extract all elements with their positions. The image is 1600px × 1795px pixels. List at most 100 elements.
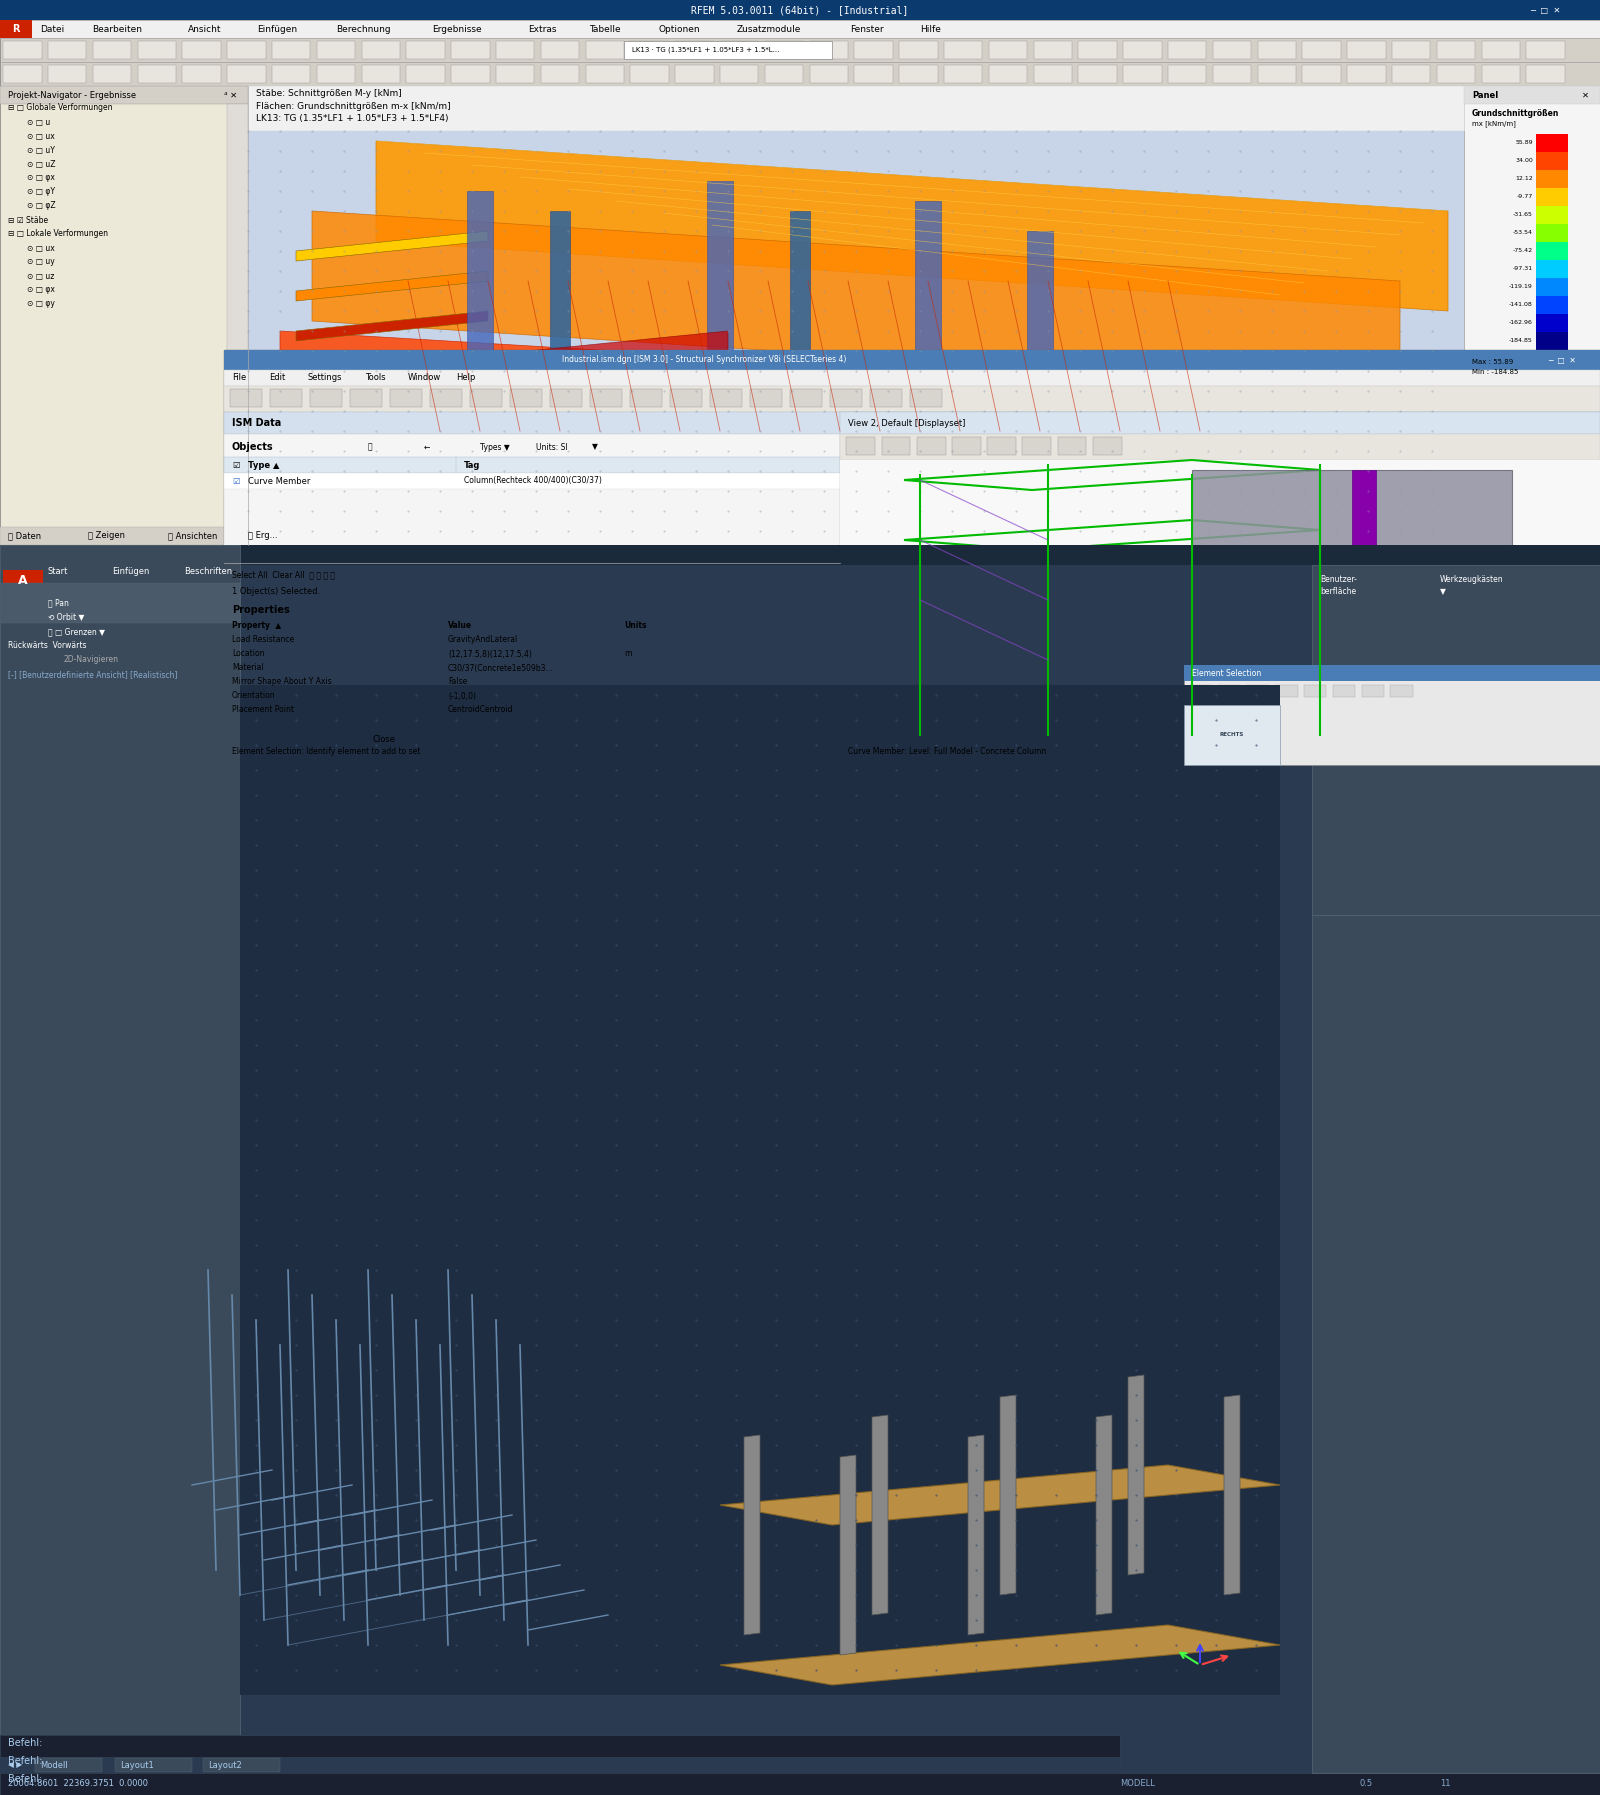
Bar	[840, 413, 1600, 434]
Text: Hilfe: Hilfe	[920, 25, 941, 34]
Text: LK13 · TG (1.35*LF1 + 1.05*LF3 + 1.5*L...: LK13 · TG (1.35*LF1 + 1.05*LF3 + 1.5*L..…	[632, 47, 779, 54]
Bar	[1482, 41, 1520, 59]
Bar	[1168, 65, 1206, 83]
Bar	[1437, 65, 1475, 83]
Polygon shape	[968, 1434, 984, 1635]
Bar	[224, 741, 1600, 759]
Bar	[35, 1757, 102, 1772]
Bar	[1058, 436, 1086, 454]
Bar	[470, 390, 502, 407]
Text: LK13: TG (1.35*LF1 + 1.05*LF3 + 1.5*LF4): LK13: TG (1.35*LF1 + 1.05*LF3 + 1.5*LF4)	[256, 115, 448, 124]
Bar	[451, 65, 490, 83]
Text: Werkzeugkästen: Werkzeugkästen	[1440, 576, 1504, 585]
Text: 20064.8601  22369.3751  0.0000: 20064.8601 22369.3751 0.0000	[8, 1779, 147, 1788]
Text: ⊙ □ uY: ⊙ □ uY	[27, 145, 54, 154]
Bar	[93, 65, 131, 83]
Text: ⟲ Orbit ▼: ⟲ Orbit ▼	[48, 612, 85, 621]
Bar	[182, 65, 221, 83]
Bar	[317, 65, 355, 83]
Text: Bearbeiten: Bearbeiten	[93, 25, 142, 34]
Text: Ansicht: Ansicht	[189, 25, 221, 34]
Polygon shape	[296, 311, 488, 341]
Bar	[1312, 565, 1600, 915]
Bar	[0, 528, 1600, 546]
Bar	[675, 65, 714, 83]
Polygon shape	[296, 271, 488, 302]
Bar	[1536, 296, 1568, 314]
Text: ⊙ □ φY: ⊙ □ φY	[27, 187, 54, 196]
Text: ☑: ☑	[232, 461, 240, 470]
Text: 34.00: 34.00	[1515, 158, 1533, 163]
Text: Curve Member: Level: Full Model - Concrete Column: Curve Member: Level: Full Model - Concre…	[848, 747, 1046, 756]
Bar	[765, 41, 803, 59]
Bar	[810, 41, 848, 59]
Bar	[1258, 65, 1296, 83]
Text: 📋 Ansichten: 📋 Ansichten	[168, 531, 218, 540]
Bar	[1464, 86, 1600, 104]
Bar	[854, 65, 893, 83]
Text: Flächen: Grundschnittgrößen m-x [kNm/m]: Flächen: Grundschnittgrößen m-x [kNm/m]	[256, 102, 451, 111]
Bar	[1189, 686, 1211, 696]
Bar	[224, 646, 840, 661]
Bar	[987, 436, 1016, 454]
Text: Select All  Clear All  🔼 🔽 📋 🔧: Select All Clear All 🔼 🔽 📋 🔧	[232, 571, 334, 580]
Text: (-1,0,0): (-1,0,0)	[448, 691, 477, 700]
Bar	[272, 41, 310, 59]
Text: ←: ←	[424, 443, 430, 452]
Bar	[707, 181, 733, 535]
Text: 55.89: 55.89	[1515, 140, 1533, 145]
Bar	[1464, 86, 1600, 546]
Bar	[138, 41, 176, 59]
Text: ─  □  ✕: ─ □ ✕	[1530, 5, 1560, 14]
Text: Edit: Edit	[269, 373, 285, 382]
Text: ◀ ▶: ◀ ▶	[8, 1761, 22, 1770]
Text: ⊙ □ uZ: ⊙ □ uZ	[27, 160, 56, 169]
Bar	[1536, 278, 1568, 296]
Bar	[790, 390, 822, 407]
Bar	[1536, 135, 1568, 153]
Bar	[1168, 41, 1206, 59]
Text: A: A	[18, 574, 27, 587]
Text: -184.85: -184.85	[1509, 339, 1533, 343]
Text: RECHTS: RECHTS	[1219, 732, 1245, 738]
Text: Layout1: Layout1	[120, 1761, 154, 1770]
Bar	[0, 86, 248, 104]
Bar	[882, 436, 910, 454]
Text: Modell: Modell	[40, 1761, 67, 1770]
Bar	[227, 65, 266, 83]
Bar	[240, 686, 1280, 1694]
Text: Fenster: Fenster	[851, 25, 885, 34]
Text: 📋 Zeigen: 📋 Zeigen	[88, 531, 125, 540]
Text: ⬜ □ Grenzen ▼: ⬜ □ Grenzen ▼	[48, 628, 106, 637]
Polygon shape	[296, 232, 488, 260]
Bar	[840, 413, 1600, 759]
Text: ⊙ □ φx: ⊙ □ φx	[27, 174, 54, 183]
Bar	[1347, 41, 1386, 59]
Bar	[224, 434, 840, 759]
Bar	[0, 63, 1600, 86]
Text: Beschriften: Beschriften	[184, 567, 232, 576]
Text: 📋 Erg...: 📋 Erg...	[248, 531, 277, 540]
Text: Benutzer-: Benutzer-	[1320, 576, 1357, 585]
Text: Datei: Datei	[40, 25, 64, 34]
Bar	[1022, 436, 1051, 454]
Text: 2D-Navigieren: 2D-Navigieren	[64, 655, 118, 664]
Text: -162.96: -162.96	[1509, 321, 1533, 325]
Bar	[451, 41, 490, 59]
Bar	[224, 619, 840, 731]
Bar	[1078, 65, 1117, 83]
Bar	[1034, 41, 1072, 59]
Bar	[0, 86, 248, 546]
Polygon shape	[1224, 1395, 1240, 1596]
Text: Help: Help	[456, 373, 475, 382]
Text: Tabelle: Tabelle	[589, 25, 621, 34]
Bar	[1536, 260, 1568, 278]
Text: Grundschnittgrößen: Grundschnittgrößen	[1472, 109, 1560, 118]
Bar	[0, 583, 240, 623]
Bar	[224, 458, 840, 474]
Text: Value: Value	[448, 621, 472, 630]
Polygon shape	[840, 1456, 856, 1655]
Text: 📋 Daten: 📋 Daten	[8, 531, 42, 540]
Text: Berechnung: Berechnung	[336, 25, 390, 34]
Bar	[248, 86, 1600, 131]
